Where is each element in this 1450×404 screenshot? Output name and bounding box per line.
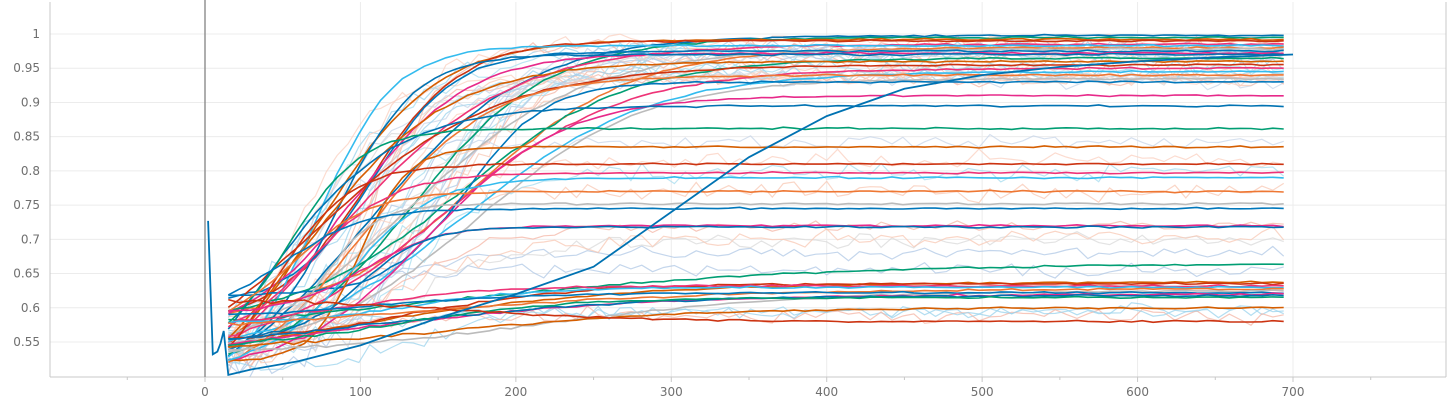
y-tick-label: 0.55 <box>13 335 40 349</box>
series-line <box>227 59 1284 340</box>
series-line <box>228 201 1284 353</box>
series-line <box>227 162 1284 348</box>
series-line <box>227 126 1284 324</box>
series-line <box>228 223 1284 312</box>
faint-series-line <box>228 305 1284 371</box>
faint-series-line <box>227 148 1284 342</box>
axes-layer <box>49 0 1447 382</box>
y-tick-label: 1 <box>32 27 40 41</box>
series-line <box>228 93 1284 361</box>
series-line <box>227 189 1284 313</box>
y-tick-label: 0.8 <box>21 164 40 178</box>
series-line <box>228 145 1284 362</box>
series-line <box>227 170 1284 328</box>
series-line <box>227 63 1284 308</box>
series-line <box>228 77 1284 344</box>
series-line <box>227 37 1284 346</box>
x-tick-label: 600 <box>1126 385 1149 399</box>
y-tick-label: 0.75 <box>13 198 40 212</box>
tick-label-layer: 0.55 0.6 0.65 0.7 0.75 0.8 0.85 0.9 0.95 1 0 100 200… <box>13 27 1304 399</box>
faint-series-line <box>228 69 1284 327</box>
series-line <box>227 43 1284 358</box>
x-tick-label: 0 <box>201 385 209 399</box>
y-tick-label: 0.65 <box>13 267 40 281</box>
series-line <box>228 306 1284 348</box>
faint-series-line <box>248 37 1284 377</box>
series-line <box>228 225 1284 341</box>
y-tick-label: 0.9 <box>21 95 40 109</box>
y-tick-label: 0.85 <box>13 130 40 144</box>
faint-series-line <box>227 261 1284 375</box>
x-tick-label: 300 <box>660 385 683 399</box>
x-tick-label: 100 <box>349 385 372 399</box>
series-line <box>228 39 1284 313</box>
series-line <box>228 298 1284 324</box>
series-line <box>227 206 1284 296</box>
faint-series-layer <box>227 33 1285 377</box>
series-line <box>228 290 1284 316</box>
series-line <box>228 289 1284 351</box>
x-tick-label: 500 <box>971 385 994 399</box>
series-line <box>228 175 1284 361</box>
series-line <box>227 104 1284 330</box>
series-line <box>228 73 1284 363</box>
faint-series-line <box>227 231 1284 348</box>
x-tick-label: 200 <box>504 385 527 399</box>
x-tick-label: 400 <box>815 385 838 399</box>
series-line <box>228 281 1284 340</box>
series-line <box>228 284 1284 325</box>
series-line <box>228 295 1284 347</box>
y-tick-label: 0.6 <box>21 301 40 315</box>
series-line <box>228 52 1284 351</box>
y-tick-label: 0.7 <box>21 232 40 246</box>
faint-series-line <box>227 245 1285 350</box>
faint-series-line <box>228 225 1285 338</box>
series-line <box>228 80 1284 297</box>
x-tick-label: 700 <box>1282 385 1305 399</box>
series-line <box>228 285 1284 324</box>
faint-series-line <box>227 69 1284 349</box>
highlighted-series-line <box>207 53 1294 377</box>
series-line <box>228 56 1284 312</box>
series-line <box>228 49 1284 299</box>
y-tick-label: 0.95 <box>13 61 40 75</box>
faint-series-line <box>227 162 1285 356</box>
series-line <box>227 42 1284 344</box>
bold-series-layer <box>207 33 1294 377</box>
faint-series-line <box>228 305 1284 346</box>
